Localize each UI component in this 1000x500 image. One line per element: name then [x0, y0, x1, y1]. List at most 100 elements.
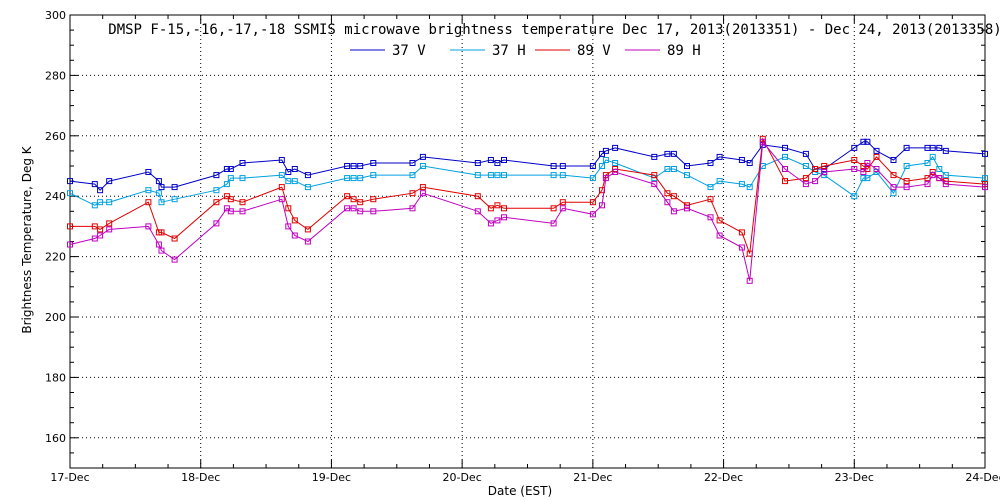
series-89v: [67, 135, 988, 257]
y-tick-label: 300: [45, 9, 66, 22]
plot-frame: [69, 14, 986, 469]
data-point: [802, 150, 809, 157]
data-point: [602, 157, 609, 163]
data-point: [145, 223, 152, 230]
data-point: [171, 184, 178, 191]
data-point: [291, 232, 298, 239]
data-point: [155, 241, 162, 248]
y-tick-label: 280: [45, 69, 66, 82]
data-point: [559, 172, 566, 179]
data-point: [370, 172, 377, 179]
data-point: [890, 172, 897, 179]
data-point: [589, 175, 596, 182]
data-point: [494, 217, 501, 224]
data-point: [171, 256, 178, 263]
data-point: [716, 217, 723, 224]
data-point: [370, 160, 377, 166]
data-point: [890, 157, 897, 163]
axis-ticks: 160 180 200 220 240 260 280 300 17-Dec 18-Dec 19-D…: [45, 9, 1000, 484]
grid: [70, 15, 985, 468]
data-point: [419, 153, 426, 160]
data-point: [474, 160, 481, 166]
data-point: [419, 163, 426, 169]
data-point: [924, 160, 931, 166]
data-point: [227, 166, 234, 172]
data-point: [501, 172, 507, 179]
data-point: [350, 196, 357, 203]
data-point: [91, 181, 98, 188]
data-point: [344, 163, 351, 169]
data-point: [67, 241, 73, 248]
data-point: [782, 178, 788, 185]
data-point: [738, 229, 745, 236]
x-tick-label: 18-Dec: [181, 471, 220, 484]
data-point: [602, 175, 609, 182]
data-point: [684, 172, 690, 179]
data-point: [494, 172, 501, 179]
data-point: [67, 178, 73, 185]
data-point: [550, 163, 557, 169]
data-point: [357, 163, 364, 169]
data-point: [67, 190, 73, 197]
data-point: [155, 190, 162, 197]
data-point: [357, 175, 364, 182]
x-tick-label: 22-Dec: [704, 471, 743, 484]
data-point: [602, 147, 609, 154]
data-point: [746, 160, 753, 166]
data-point: [707, 214, 714, 221]
data-point: [670, 208, 677, 215]
data-point: [851, 144, 858, 151]
data-point: [419, 184, 426, 191]
data-point: [782, 144, 788, 151]
data-point: [239, 199, 246, 206]
data-point: [812, 178, 819, 185]
series-line: [69, 140, 986, 281]
data-point: [145, 169, 152, 175]
data-point: [501, 205, 507, 212]
data-point: [550, 205, 557, 212]
data-point: [929, 144, 936, 151]
data-point: [419, 190, 426, 197]
data-point: [278, 184, 285, 191]
data-point: [670, 166, 677, 172]
data-point: [409, 160, 416, 166]
series-line: [69, 156, 986, 206]
data-point: [487, 157, 494, 163]
data-point: [304, 184, 311, 191]
data-point: [864, 138, 871, 145]
data-point: [802, 175, 809, 182]
data-point: [942, 181, 949, 188]
series-line: [69, 141, 986, 191]
data-point: [716, 153, 723, 160]
data-point: [890, 184, 897, 191]
data-point: [716, 232, 723, 239]
data-point: [821, 169, 828, 175]
series-89h: [67, 138, 988, 284]
data-point: [746, 277, 753, 284]
data-point: [559, 199, 566, 206]
data-point: [409, 190, 416, 197]
data-point: [942, 147, 949, 154]
y-tick-label: 220: [45, 251, 66, 264]
series-group: [67, 135, 988, 284]
data-point: [278, 157, 285, 163]
data-point: [239, 175, 246, 182]
data-point: [903, 144, 910, 151]
data-point: [158, 247, 165, 254]
data-point: [158, 199, 165, 206]
x-tick-label: 21-Dec: [573, 471, 612, 484]
data-point: [929, 169, 936, 175]
data-point: [474, 193, 481, 200]
data-point: [860, 175, 867, 182]
legend-label-37h: 37 H: [492, 43, 526, 59]
data-point: [487, 172, 494, 179]
data-point: [982, 184, 988, 191]
data-point: [664, 199, 671, 206]
data-point: [651, 181, 658, 188]
data-point: [716, 178, 723, 185]
data-point: [873, 166, 880, 172]
data-point: [474, 208, 481, 215]
data-point: [684, 163, 690, 169]
legend-label-37v: 37 V: [392, 43, 426, 59]
data-point: [223, 181, 230, 188]
